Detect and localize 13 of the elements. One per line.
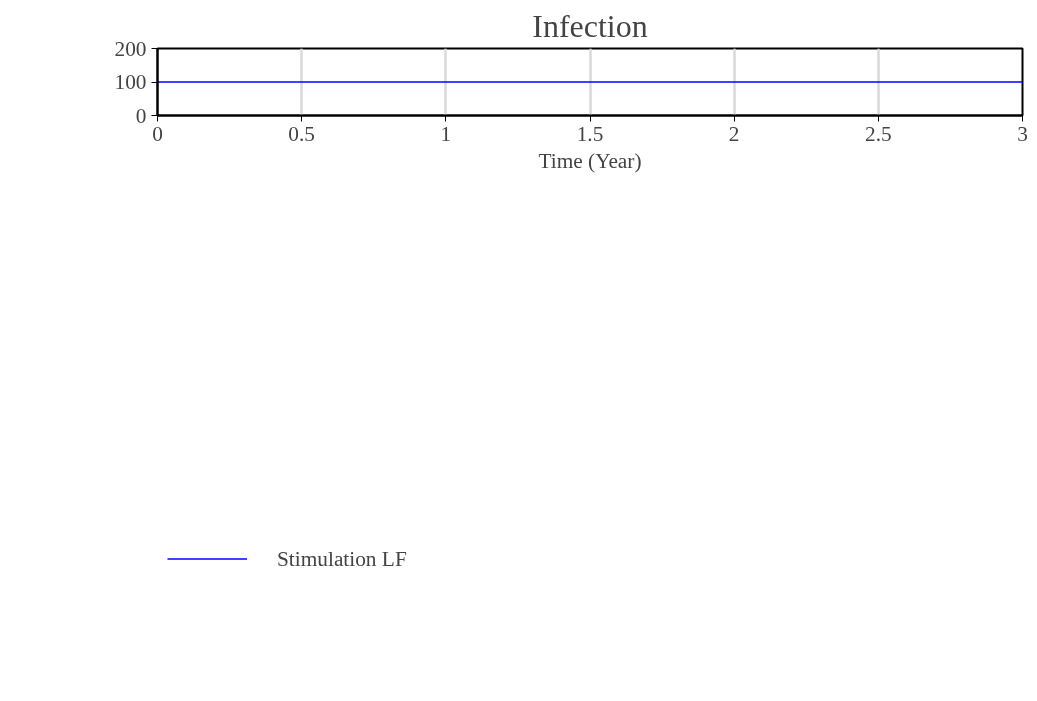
x-tick-label: 0.5	[288, 121, 316, 146]
legend-label: Stimulation LF	[277, 546, 407, 572]
y-tick-label: 100	[114, 70, 147, 94]
x-tick-label: 1.5	[576, 121, 604, 146]
x-tick-label: 1	[440, 121, 452, 146]
y-tick-label: 0	[135, 103, 147, 128]
x-tick-label: 0	[152, 121, 163, 146]
x-tick-label: 2	[728, 121, 740, 146]
x-axis-title: Time (Year)	[538, 148, 642, 173]
x-tick-label: 2.5	[865, 121, 892, 146]
chart-title: Infection	[532, 7, 648, 44]
y-tick-label: 200	[114, 36, 147, 61]
x-tick-label: 3	[1017, 121, 1028, 146]
